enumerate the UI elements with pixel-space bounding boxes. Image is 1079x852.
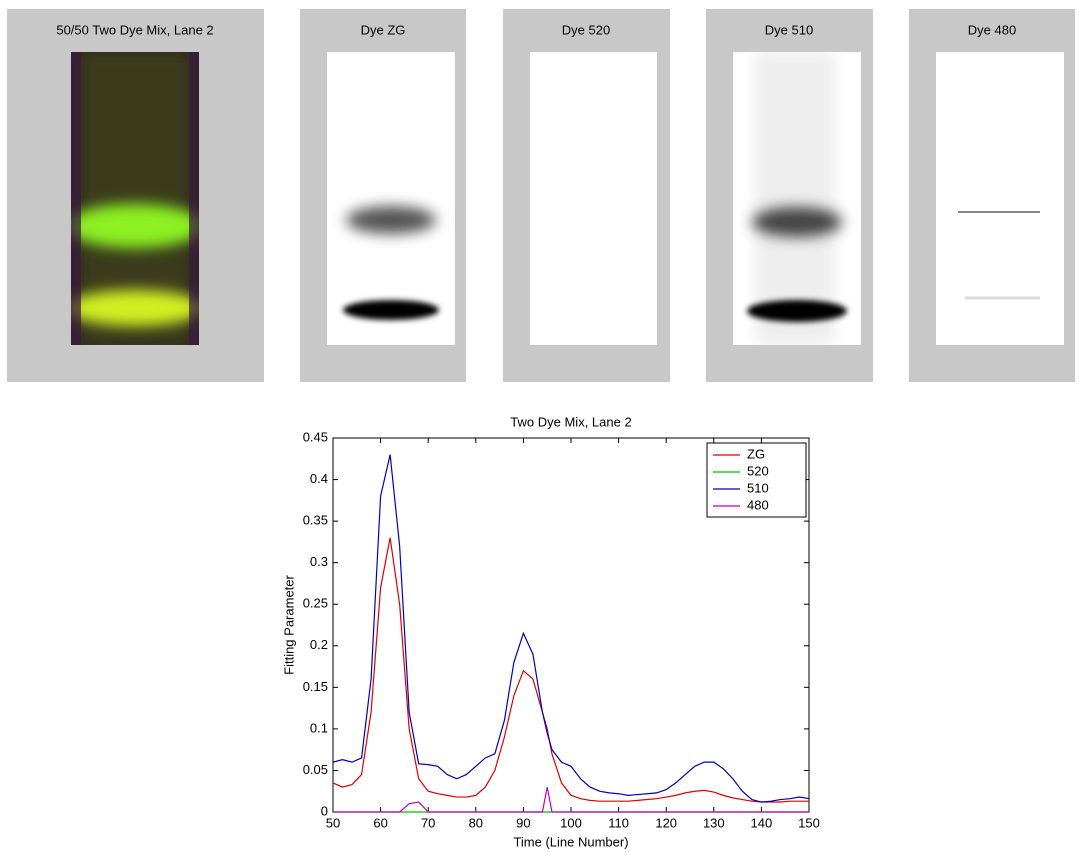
series-line [332, 454, 810, 803]
x-tick-label: 130 [703, 815, 725, 830]
panel-title: 50/50 Two Dye Mix, Lane 2 [56, 22, 213, 37]
gel-image [327, 52, 455, 345]
x-tick-label: 70 [421, 815, 435, 830]
x-tick-label: 110 [608, 815, 629, 830]
panel-title: Dye 510 [765, 22, 813, 37]
x-tick-label: 140 [751, 815, 773, 830]
legend-label: 480 [747, 497, 769, 512]
gel-image [530, 52, 657, 345]
x-tick-label: 100 [560, 815, 582, 830]
y-tick-label: 0.15 [303, 679, 328, 694]
gel-image [733, 52, 861, 345]
panel-title: Dye 520 [562, 22, 610, 37]
y-tick-label: 0.3 [310, 554, 328, 569]
x-tick-label: 150 [798, 815, 820, 830]
y-tick-label: 0.2 [310, 637, 328, 652]
series-line [333, 786, 809, 813]
y-tick-label: 0.45 [303, 429, 328, 444]
chart-title: Two Dye Mix, Lane 2 [510, 414, 631, 429]
gel-image [936, 52, 1064, 345]
legend-label: 510 [747, 480, 769, 495]
legend-label: 520 [747, 463, 769, 478]
series-line [332, 537, 809, 803]
panel-title: Dye 480 [968, 22, 1016, 37]
y-tick-label: 0.1 [310, 720, 328, 735]
y-tick-label: 0.05 [303, 762, 328, 777]
x-tick-label: 60 [373, 815, 387, 830]
panel-title: Dye ZG [361, 22, 406, 37]
y-tick-label: 0.4 [310, 471, 328, 486]
x-tick-label: 80 [469, 815, 483, 830]
y-tick-label: 0.35 [303, 513, 328, 528]
x-tick-label: 120 [655, 815, 677, 830]
y-tick-label: 0.25 [303, 596, 328, 611]
y-axis-label: Fitting Parameter [281, 574, 296, 674]
x-axis-label: Time (Line Number) [513, 834, 628, 849]
x-tick-label: 90 [516, 815, 530, 830]
y-tick-label: 0 [321, 803, 328, 818]
x-tick-label: 50 [326, 815, 340, 830]
legend-label: ZG [747, 446, 765, 461]
gel-image [71, 52, 199, 345]
